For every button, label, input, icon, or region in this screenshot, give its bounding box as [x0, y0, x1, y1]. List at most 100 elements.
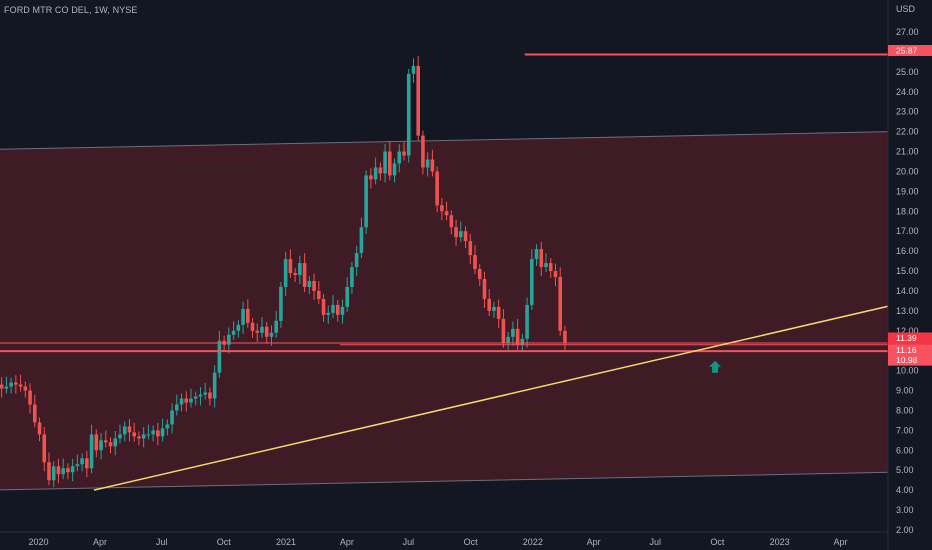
candle-body[interactable]: [208, 392, 212, 399]
trendline[interactable]: [93, 304, 895, 491]
candle-body[interactable]: [212, 372, 217, 399]
candle-body[interactable]: [70, 466, 75, 473]
candle-body[interactable]: [321, 298, 326, 315]
candle-body[interactable]: [217, 340, 222, 373]
candle-body[interactable]: [388, 151, 392, 176]
candle-body[interactable]: [184, 398, 189, 403]
candle-body[interactable]: [108, 442, 113, 447]
candle-body[interactable]: [14, 382, 18, 385]
candle-body[interactable]: [113, 438, 118, 447]
candle-body[interactable]: [85, 458, 89, 469]
candle-body[interactable]: [156, 430, 160, 437]
candle-body[interactable]: [66, 468, 70, 473]
candle-body[interactable]: [99, 440, 103, 451]
candle-body[interactable]: [416, 65, 421, 136]
candle-body[interactable]: [501, 318, 506, 343]
candle-body[interactable]: [288, 259, 293, 274]
candle-body[interactable]: [449, 215, 454, 228]
candle-body[interactable]: [459, 231, 463, 238]
candle-body[interactable]: [548, 263, 553, 272]
candle-body[interactable]: [425, 159, 430, 168]
candle-body[interactable]: [255, 330, 260, 333]
candle-body[interactable]: [293, 273, 297, 276]
candle-body[interactable]: [530, 259, 534, 305]
candle-body[interactable]: [94, 434, 99, 451]
candle-body[interactable]: [544, 263, 548, 268]
candle-body[interactable]: [482, 279, 487, 299]
candle-body[interactable]: [392, 163, 397, 176]
candle-body[interactable]: [473, 255, 477, 270]
candle-body[interactable]: [118, 434, 122, 439]
candle-body[interactable]: [37, 422, 42, 435]
candle-body[interactable]: [312, 281, 316, 291]
candle-body[interactable]: [340, 306, 345, 315]
candle-body[interactable]: [534, 249, 539, 260]
candle-body[interactable]: [515, 328, 520, 345]
candle-body[interactable]: [496, 306, 501, 319]
candle-body[interactable]: [146, 434, 151, 436]
candle-body[interactable]: [520, 338, 525, 345]
candle-body[interactable]: [0, 384, 4, 389]
candle-body[interactable]: [198, 394, 203, 397]
candle-body[interactable]: [151, 430, 155, 435]
candle-body[interactable]: [250, 322, 255, 331]
candle-body[interactable]: [75, 464, 80, 467]
channel-lower-line[interactable]: [0, 471, 894, 491]
channel-upper-line[interactable]: [0, 131, 894, 150]
candle-body[interactable]: [444, 211, 449, 216]
candle-body[interactable]: [430, 159, 435, 172]
candle-body[interactable]: [103, 440, 108, 443]
candle-body[interactable]: [236, 324, 241, 331]
candle-body[interactable]: [193, 396, 198, 399]
candle-body[interactable]: [302, 263, 307, 287]
candle-body[interactable]: [454, 227, 458, 238]
candle-body[interactable]: [383, 151, 387, 174]
candle-body[interactable]: [350, 267, 354, 287]
candle-body[interactable]: [174, 404, 179, 411]
candle-body[interactable]: [525, 304, 529, 339]
candle-body[interactable]: [141, 434, 146, 439]
candle-body[interactable]: [170, 410, 174, 425]
candle-body[interactable]: [203, 392, 207, 395]
candle-body[interactable]: [354, 253, 359, 268]
candle-body[interactable]: [492, 306, 496, 311]
candle-body[interactable]: [51, 466, 56, 481]
candle-body[interactable]: [402, 151, 406, 156]
candle-body[interactable]: [274, 320, 278, 333]
candle-body[interactable]: [440, 205, 444, 212]
candle-body[interactable]: [42, 434, 47, 463]
candle-body[interactable]: [28, 390, 32, 405]
candle-body[interactable]: [345, 286, 349, 307]
candle-body[interactable]: [373, 167, 378, 180]
candle-body[interactable]: [331, 304, 335, 313]
candle-body[interactable]: [326, 312, 331, 315]
candle-body[interactable]: [378, 167, 383, 174]
candle-body[interactable]: [421, 135, 425, 168]
candle-body[interactable]: [316, 290, 321, 299]
candle-body[interactable]: [411, 65, 416, 74]
candle-body[interactable]: [553, 271, 558, 278]
candle-body[interactable]: [47, 462, 51, 481]
candle-body[interactable]: [477, 269, 482, 280]
candle-body[interactable]: [364, 175, 368, 228]
candle-body[interactable]: [4, 386, 9, 389]
candle-body[interactable]: [245, 308, 250, 323]
candle-body[interactable]: [307, 281, 312, 287]
candle-body[interactable]: [279, 286, 283, 321]
candle-body[interactable]: [9, 382, 13, 387]
candle-body[interactable]: [127, 426, 132, 433]
candle-body[interactable]: [487, 298, 492, 311]
candle-body[interactable]: [283, 259, 288, 287]
candle-body[interactable]: [506, 336, 510, 343]
candle-body[interactable]: [269, 332, 274, 337]
candle-body[interactable]: [56, 466, 61, 475]
candle-body[interactable]: [539, 249, 544, 268]
candle-body[interactable]: [369, 175, 373, 180]
candle-body[interactable]: [32, 404, 37, 423]
candle-body[interactable]: [227, 334, 231, 345]
candle-body[interactable]: [189, 398, 193, 403]
candle-body[interactable]: [80, 458, 84, 465]
candle-body[interactable]: [397, 151, 402, 164]
candle-body[interactable]: [89, 434, 94, 469]
